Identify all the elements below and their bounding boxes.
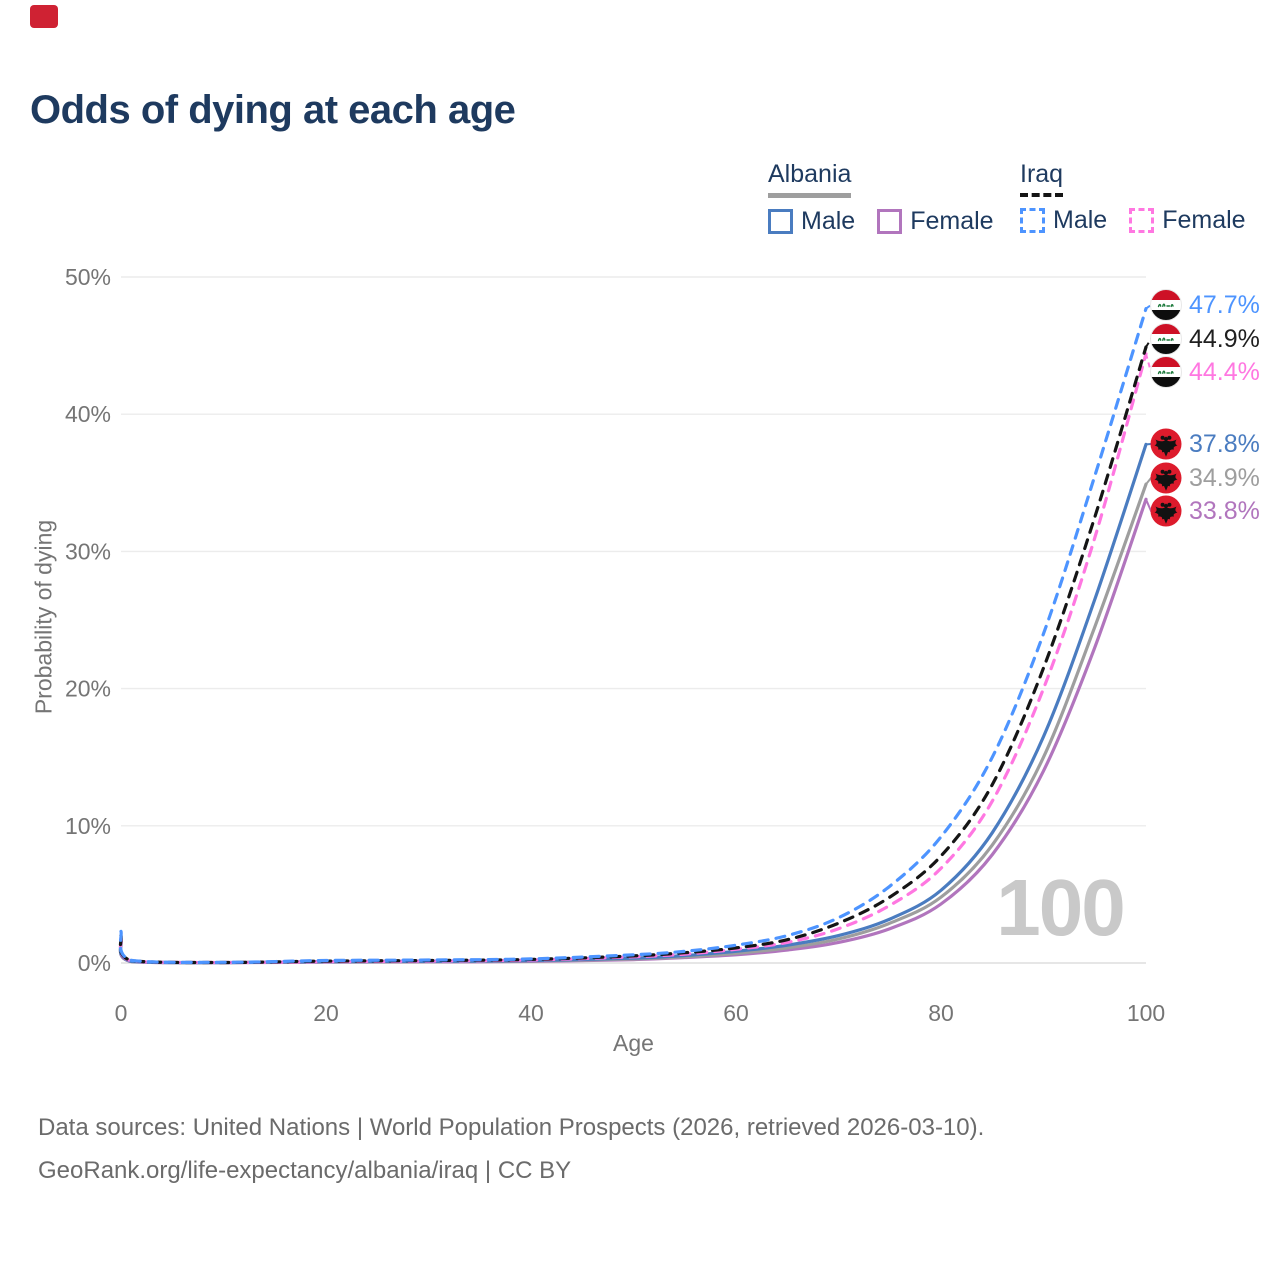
albania-flag-icon — [1150, 428, 1182, 460]
x-tick-label: 100 — [1127, 1000, 1165, 1026]
legend-label: Male — [1053, 206, 1108, 234]
data-sources-line2: GeoRank.org/life-expectancy/albania/iraq… — [38, 1157, 572, 1184]
y-tick-label: 50% — [65, 264, 111, 290]
y-tick-label: 40% — [65, 401, 111, 427]
top-left-red-mark — [30, 5, 58, 28]
albania-flag-icon — [1150, 495, 1182, 527]
iraq-female-swatch-icon — [1129, 208, 1155, 233]
legend-item-albania-male[interactable]: Male — [768, 207, 855, 236]
end-label-albania-female: 33.8% — [1150, 495, 1260, 527]
legend-label: Male — [801, 207, 856, 235]
y-axis-title: Probability of dying — [30, 519, 57, 715]
x-tick-label: 0 — [115, 1000, 128, 1026]
end-value: 47.7% — [1189, 290, 1260, 319]
iraq-male-swatch-icon — [1020, 208, 1045, 233]
x-tick-label: 40 — [518, 1000, 544, 1026]
end-value: 33.8% — [1189, 496, 1260, 525]
legend-label: Female — [910, 207, 994, 235]
iraq-flag-icon — [1150, 356, 1182, 388]
x-tick-label: 20 — [313, 1000, 339, 1026]
x-axis-title: Age — [613, 1030, 654, 1056]
data-sources-line1: Data sources: United Nations | World Pop… — [38, 1114, 985, 1141]
x-tick-label: 60 — [723, 1000, 749, 1026]
albania-male-swatch-icon — [768, 209, 793, 234]
legend-label: Female — [1162, 206, 1246, 234]
albania-flag-icon — [1150, 462, 1182, 494]
label-connector — [1145, 304, 1155, 310]
y-tick-label: 10% — [65, 813, 111, 839]
data-sources: Data sources: United Nations | World Pop… — [38, 1106, 984, 1192]
iraq-flag-icon — [1150, 323, 1182, 355]
legend-item-albania-female[interactable]: Female — [877, 207, 994, 236]
series-line-iraq-male[interactable] — [118, 307, 1148, 964]
legend-item-iraq-male[interactable]: Male — [1020, 206, 1107, 235]
end-value: 34.9% — [1189, 463, 1260, 492]
y-tick-label: 30% — [65, 538, 111, 564]
iraq-flag-icon — [1150, 289, 1182, 321]
end-value: 37.8% — [1189, 429, 1260, 458]
end-value: 44.9% — [1189, 324, 1260, 353]
y-tick-label: 0% — [78, 950, 111, 976]
legend-item-iraq-female[interactable]: Female — [1129, 206, 1246, 235]
age-watermark: 100 — [996, 863, 1125, 952]
albania-female-swatch-icon — [877, 209, 903, 234]
legend-country-iraq[interactable]: Iraq — [1020, 160, 1064, 197]
end-label-iraq-both: 44.9% — [1150, 323, 1260, 355]
end-value: 44.4% — [1189, 357, 1260, 386]
end-label-albania-male: 37.8% — [1150, 428, 1260, 460]
end-label-iraq-male: 47.7% — [1150, 289, 1260, 321]
y-tick-label: 20% — [65, 676, 111, 702]
legend-group-iraq: Iraq Male Female — [1020, 160, 1246, 235]
page-title: Odds of dying at each age — [30, 88, 516, 132]
legend-country-albania[interactable]: Albania — [768, 160, 852, 198]
x-tick-label: 80 — [928, 1000, 954, 1026]
legend-group-albania: Albania Male Female — [768, 160, 994, 236]
end-label-albania-both: 34.9% — [1150, 462, 1260, 494]
end-label-iraq-female: 44.4% — [1150, 356, 1260, 388]
